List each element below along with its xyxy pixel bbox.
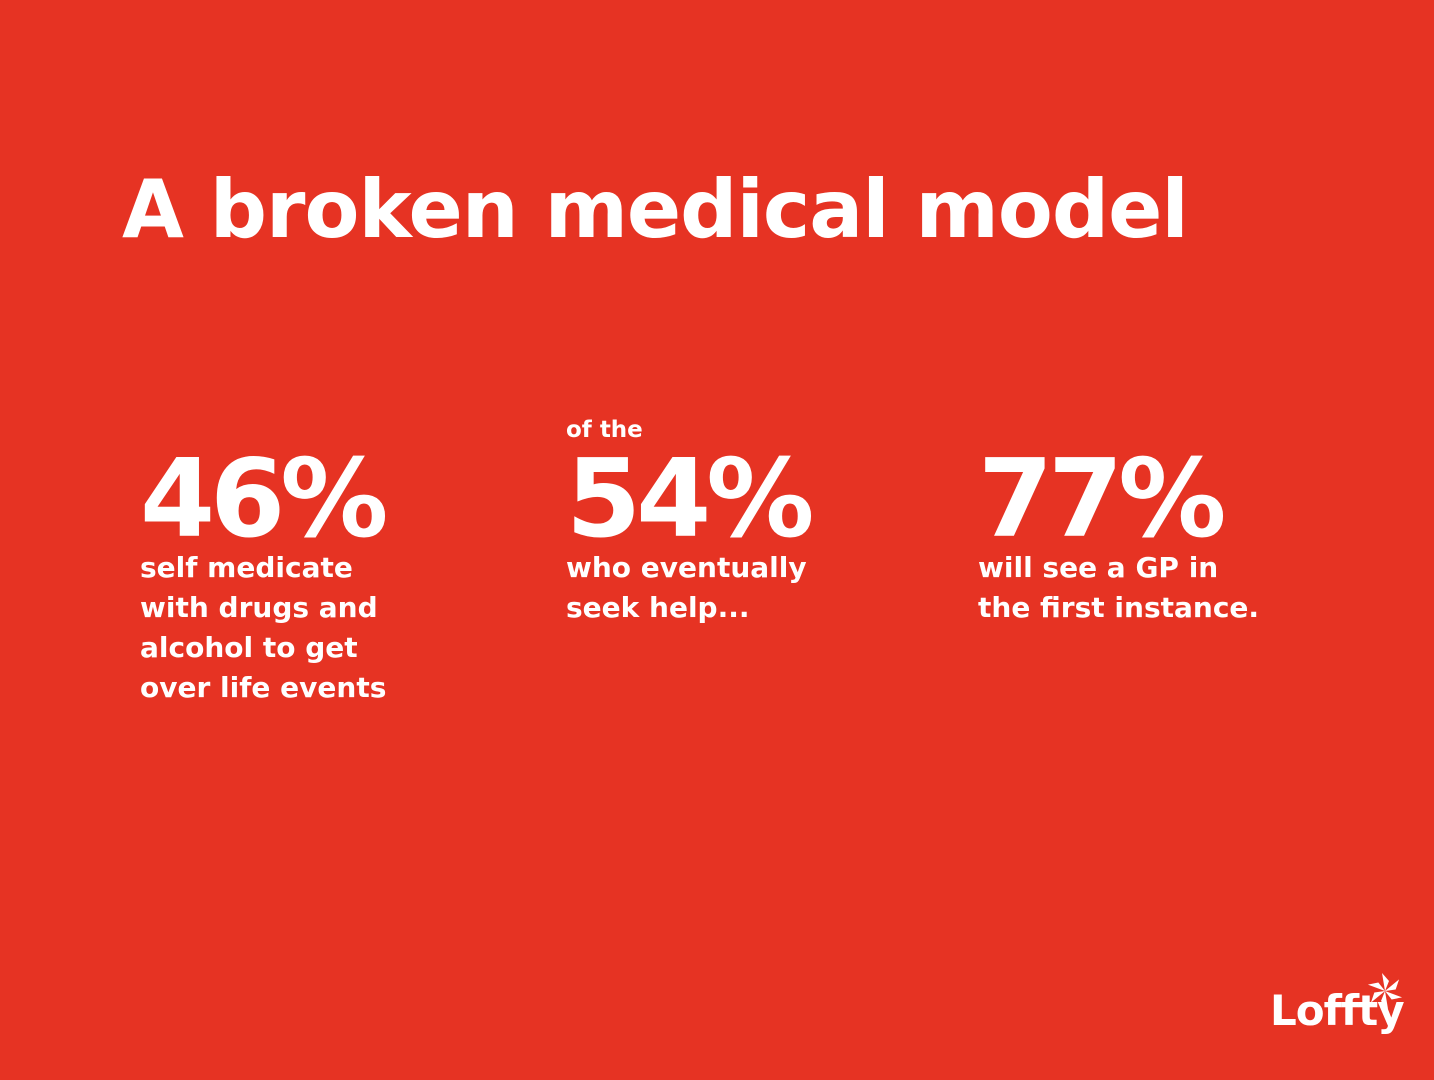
slide-title: A broken medical model: [122, 163, 1189, 256]
stat-prefix: of the: [566, 417, 643, 443]
stat-description: will see a GP in the first instance.: [978, 548, 1259, 628]
stat-description: who eventually seek help...: [566, 548, 807, 628]
logo-text: Loffty: [1270, 986, 1405, 1035]
pinwheel-icon: [1367, 973, 1403, 1009]
brand-logo: Loffty: [1268, 968, 1408, 1048]
stat-description-line: seek help...: [566, 591, 750, 624]
stat-value: 77%: [978, 437, 1227, 562]
stat-description-line: self medicate: [140, 551, 353, 584]
stat-description-line: the first instance.: [978, 591, 1260, 624]
stat-description: self medicate with drugs and alcohol to …: [140, 548, 386, 708]
stat-description-line: who eventually: [566, 551, 807, 584]
stat-value: 54%: [566, 437, 815, 562]
stat-description-line: with drugs and: [140, 591, 378, 624]
stat-value: 46%: [140, 437, 389, 562]
stat-description-line: alcohol to get: [140, 631, 358, 664]
stat-description-line: will see a GP in: [978, 551, 1219, 584]
stat-description-line: over life events: [140, 671, 387, 704]
